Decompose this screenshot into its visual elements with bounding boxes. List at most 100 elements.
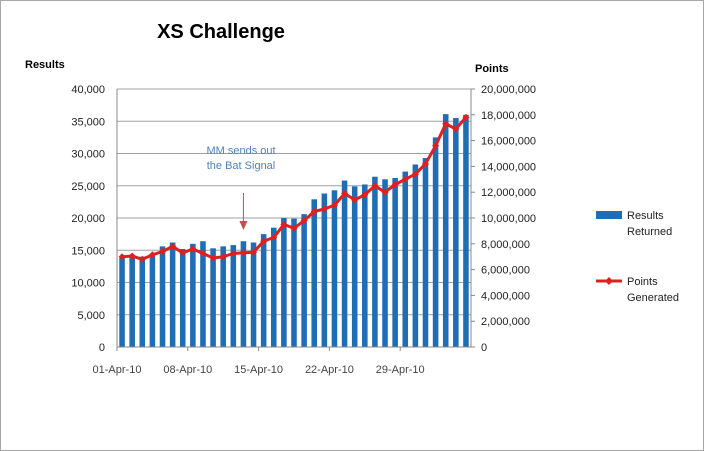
y-tick-label-right: 10,000,000 <box>481 213 536 225</box>
points-marker <box>411 170 419 178</box>
x-tick-label: 15-Apr-10 <box>234 364 283 376</box>
points-marker <box>371 182 379 190</box>
points-marker <box>421 160 429 168</box>
legend: Results Returned Points Generated <box>596 210 679 304</box>
bar <box>119 257 125 347</box>
y-tick-label-left: 10,000 <box>71 278 105 290</box>
bar-series <box>119 114 469 348</box>
legend-swatch-marker <box>605 277 613 285</box>
bar <box>291 218 297 347</box>
points-marker <box>260 237 268 245</box>
points-marker <box>239 249 247 257</box>
bar <box>169 242 176 347</box>
y-tick-label-left: 5,000 <box>77 310 105 322</box>
axes <box>116 88 475 351</box>
bar <box>159 246 166 347</box>
points-marker <box>219 253 227 261</box>
points-marker <box>229 249 237 257</box>
bar <box>260 234 267 347</box>
bar <box>442 114 449 347</box>
points-marker <box>280 220 288 228</box>
points-marker <box>159 248 167 256</box>
y-tick-label-right: 2,000,000 <box>481 316 530 328</box>
annotation: MM sends out the Bat Signal <box>206 145 276 230</box>
bar <box>453 118 459 348</box>
y-axis-title-right: Points <box>475 63 509 75</box>
points-marker <box>138 255 146 263</box>
bar <box>321 193 328 347</box>
bar <box>301 214 307 347</box>
points-marker <box>351 196 359 204</box>
points-marker <box>290 224 298 232</box>
bar <box>250 242 257 347</box>
bar <box>372 176 378 347</box>
bar <box>210 248 216 347</box>
annotation-text: the Bat Signal <box>207 160 276 172</box>
y-tick-label-left: 25,000 <box>71 181 105 193</box>
bar <box>392 178 398 347</box>
points-marker <box>118 253 126 261</box>
points-marker <box>169 242 177 250</box>
y-tick-label-right: 20,000,000 <box>481 84 536 96</box>
y-tick-label-left: 0 <box>99 342 105 354</box>
points-marker <box>442 120 450 128</box>
y-tick-label-right: 0 <box>481 342 487 354</box>
y-tick-label-right: 14,000,000 <box>481 161 536 173</box>
bar <box>382 179 388 347</box>
points-marker <box>199 249 207 257</box>
points-marker <box>320 205 328 213</box>
points-marker <box>179 249 187 257</box>
points-marker <box>300 217 308 225</box>
bar <box>190 243 196 347</box>
annotation-text: MM sends out <box>206 145 275 157</box>
bar <box>230 245 237 347</box>
y-tick-label-left: 35,000 <box>71 116 105 128</box>
bar <box>422 158 429 347</box>
points-marker <box>250 248 258 256</box>
bar <box>139 256 146 347</box>
y-tick-label-left: 40,000 <box>71 84 105 96</box>
points-marker <box>401 175 409 183</box>
points-marker <box>330 201 338 209</box>
bar <box>362 184 368 347</box>
x-tick-label: 08-Apr-10 <box>163 364 212 376</box>
bar <box>281 218 287 347</box>
y-tick-label-left: 20,000 <box>71 213 105 225</box>
points-marker <box>462 113 470 121</box>
legend-label: Points <box>627 276 658 288</box>
points-marker <box>432 142 440 150</box>
legend-label: Results <box>627 210 664 222</box>
bar <box>240 241 247 347</box>
points-marker <box>310 208 318 216</box>
y-tick-label-left: 15,000 <box>71 245 105 257</box>
bar <box>149 256 156 347</box>
legend-label: Returned <box>627 226 672 238</box>
bar <box>331 190 338 347</box>
bar <box>432 137 439 347</box>
bar <box>129 254 135 347</box>
legend-label: Generated <box>627 292 679 304</box>
y-axis-title-left: Results <box>25 59 65 71</box>
line-series <box>118 113 470 263</box>
legend-swatch-bars <box>596 211 622 219</box>
y-tick-label-right: 16,000,000 <box>481 136 536 148</box>
bar <box>412 164 419 347</box>
points-marker <box>391 180 399 188</box>
y-tick-label-right: 12,000,000 <box>481 187 536 199</box>
points-marker <box>452 125 460 133</box>
y-tick-label-left: 30,000 <box>71 149 105 161</box>
tick-labels: 0 5,000 10,000 15,000 20,000 25,000 30,000 35,0… <box>71 84 536 376</box>
bar <box>341 180 348 347</box>
bar <box>220 246 226 347</box>
points-marker <box>341 189 349 197</box>
chart-title: XS Challenge <box>157 21 285 43</box>
points-marker <box>361 191 369 199</box>
bar <box>200 241 206 347</box>
y-tick-label-right: 4,000,000 <box>481 290 530 302</box>
points-marker <box>381 188 389 196</box>
y-tick-label-right: 6,000,000 <box>481 265 530 277</box>
bar <box>402 171 409 347</box>
points-marker <box>148 251 156 259</box>
